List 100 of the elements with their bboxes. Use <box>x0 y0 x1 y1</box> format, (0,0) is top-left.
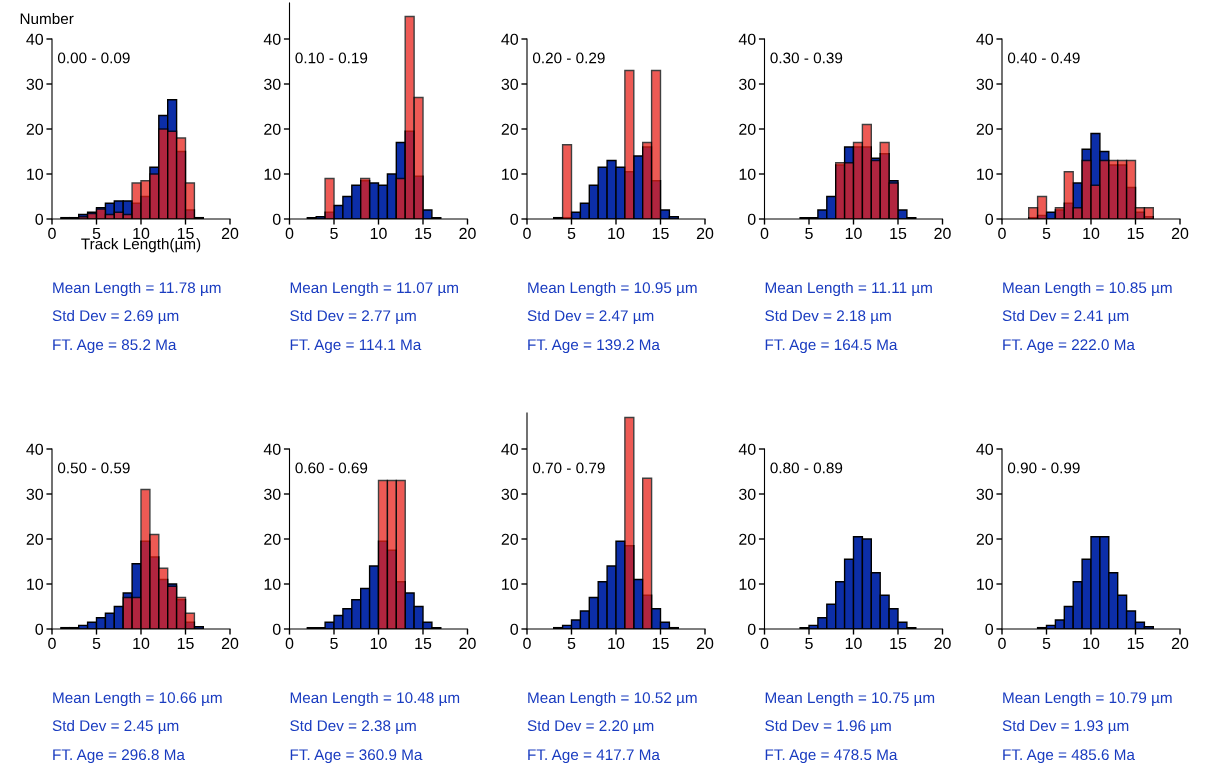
text: Std Dev = 2.41 µm <box>1002 309 1129 325</box>
text: Mean Length = 10.48 µm <box>290 691 460 707</box>
text: FT. Age = 485.6 Ma <box>1003 749 1135 763</box>
annotation: 0.70 - 0.79 <box>532 462 605 474</box>
x-tick-label: 10 <box>1083 227 1100 240</box>
text: FT. Age = 222.0 Ma <box>1003 339 1135 354</box>
y-tick-label: 20 <box>501 123 519 135</box>
y-tick-label: 0 <box>35 623 44 635</box>
y-tick-label: 40 <box>976 443 994 455</box>
y-tick-label: 10 <box>977 168 994 180</box>
x-tick-label: 5 <box>805 227 813 240</box>
text: Mean Length = 10.52 µm <box>528 691 697 707</box>
y-tick-label: 40 <box>738 443 756 455</box>
y-tick-label: 30 <box>501 78 519 90</box>
text: Std Dev = 2.20 µm <box>527 719 654 735</box>
x-tick-label: 20 <box>221 637 239 650</box>
x-tick-label: 0 <box>998 227 1006 240</box>
x-tick-label: 0 <box>998 637 1006 650</box>
x-tick-label: 5 <box>567 227 576 240</box>
x-tick-label: 15 <box>652 637 669 650</box>
y-tick-label: 30 <box>264 78 281 90</box>
x-tick-label: 10 <box>845 227 862 240</box>
annotation: 0.40 - 0.49 <box>1007 52 1080 64</box>
y-tick-label: 0 <box>35 213 44 225</box>
text: Mean Length = 10.95 µm <box>528 281 697 297</box>
y-tick-label: 10 <box>264 578 281 590</box>
text: Std Dev = 2.69 µm <box>52 309 179 325</box>
y-tick-label: 20 <box>264 123 281 135</box>
x-tick-label: 15 <box>415 227 432 240</box>
y-tick-label: 20 <box>501 533 519 545</box>
x-tick-label: 10 <box>370 227 387 240</box>
x-tick-label: 10 <box>370 637 387 650</box>
x-tick-label: 0 <box>285 637 294 650</box>
y-tick-label: 40 <box>738 33 756 45</box>
text: FT. Age = 360.9 Ma <box>290 749 423 763</box>
x-tick-label: 10 <box>133 637 150 650</box>
x-tick-label: 5 <box>1042 227 1051 240</box>
annotation: 0.50 - 0.59 <box>57 462 130 474</box>
x-tick-label: 20 <box>459 637 476 650</box>
y-tick-label: 10 <box>977 578 994 590</box>
text: Std Dev = 2.77 µm <box>290 309 416 325</box>
x-tick-label: 0 <box>48 637 56 650</box>
text: FT. Age = 85.2 Ma <box>53 339 177 354</box>
text: Mean Length = 10.79 µm <box>1003 691 1172 707</box>
x-tick-label: 5 <box>330 227 338 240</box>
y-tick-label: 30 <box>739 488 756 500</box>
x-tick-label: 0 <box>48 227 56 240</box>
y-tick-label: 0 <box>510 623 519 635</box>
x-tick-label: 5 <box>92 637 101 650</box>
x-tick-label: 20 <box>934 227 951 240</box>
x-tick-label: 0 <box>285 227 294 240</box>
y-tick-label: 40 <box>263 33 281 45</box>
x-tick-label: 0 <box>760 227 769 240</box>
text: Std Dev = 1.96 µm <box>765 719 891 735</box>
y-tick-label: 0 <box>985 623 994 635</box>
x-tick-label: 5 <box>805 637 813 650</box>
text: Mean Length = 11.07 µm <box>290 281 458 297</box>
text: Std Dev = 2.38 µm <box>290 719 416 735</box>
x-tick-label: 15 <box>177 227 194 240</box>
text: Mean Length = 10.66 µm <box>53 691 222 707</box>
x-tick-label: 20 <box>696 637 714 650</box>
x-tick-label: 20 <box>1171 227 1189 240</box>
x-tick-label: 0 <box>523 227 531 240</box>
text: Std Dev = 2.47 µm <box>527 309 654 325</box>
y-tick-label: 20 <box>739 123 756 135</box>
x-tick-label: 15 <box>1127 637 1144 650</box>
text: FT. Age = 417.7 Ma <box>528 749 660 763</box>
x-tick-label: 10 <box>608 227 625 240</box>
text: FT. Age = 478.5 Ma <box>765 749 898 763</box>
x-tick-label: 0 <box>760 637 769 650</box>
y-tick-label: 20 <box>264 533 281 545</box>
x-tick-label: 10 <box>845 637 862 650</box>
x-tick-label: 20 <box>1171 637 1189 650</box>
text: Std Dev = 2.18 µm <box>765 309 891 325</box>
text: Mean Length = 11.78 µm <box>53 281 221 297</box>
annotation: 0.60 - 0.69 <box>295 462 368 474</box>
text: Std Dev = 2.45 µm <box>52 719 179 735</box>
text: Mean Length = 11.11 µm <box>765 281 932 297</box>
x-axis-title: Track Length(µm) <box>81 238 201 253</box>
x-tick-label: 5 <box>1042 637 1051 650</box>
y-tick-label: 10 <box>739 168 756 180</box>
text: FT. Age = 139.2 Ma <box>528 339 660 354</box>
annotation: 0.20 - 0.29 <box>532 52 605 64</box>
text: Mean Length = 10.85 µm <box>1003 281 1172 297</box>
y-tick-label: 10 <box>27 578 44 590</box>
x-tick-label: 20 <box>934 637 951 650</box>
annotation: 0.80 - 0.89 <box>770 462 843 474</box>
x-tick-label: 20 <box>459 227 476 240</box>
x-tick-label: 10 <box>608 637 625 650</box>
y-tick-label: 20 <box>976 123 994 135</box>
x-tick-label: 0 <box>523 637 531 650</box>
x-tick-label: 5 <box>330 637 338 650</box>
annotation: 0.90 - 0.99 <box>1007 462 1080 474</box>
y-axis-title: Number <box>20 12 74 25</box>
y-tick-label: 10 <box>502 168 519 180</box>
y-tick-label: 0 <box>272 213 281 225</box>
y-tick-label: 0 <box>747 623 756 635</box>
y-tick-label: 20 <box>26 533 44 545</box>
y-tick-label: 30 <box>739 78 756 90</box>
text: Std Dev = 1.93 µm <box>1002 719 1129 735</box>
